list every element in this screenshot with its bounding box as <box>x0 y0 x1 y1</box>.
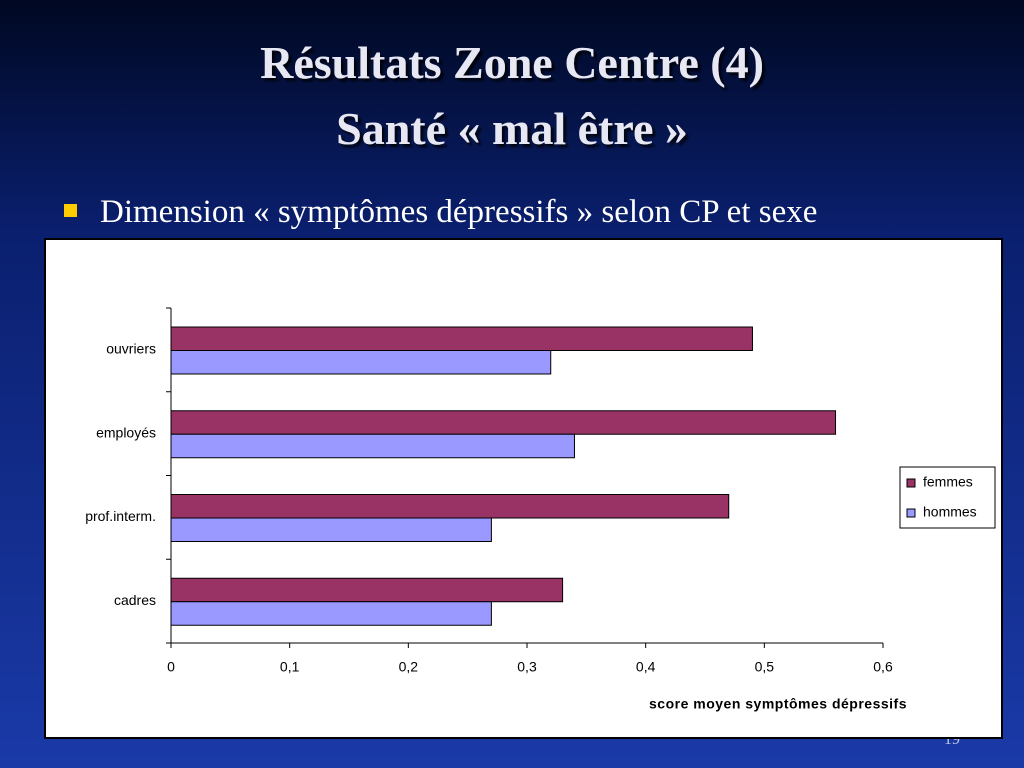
legend-box <box>899 466 996 529</box>
x-tick-label: 0,3 <box>517 659 537 675</box>
bullet-text: Dimension « symptômes dépressifs » selon… <box>100 194 817 230</box>
chart: 0 0,1 0,2 0,3 0,4 0,5 0,6 score moyen symptômes… <box>85 307 996 712</box>
bar <box>170 517 492 542</box>
y-tick-label: prof.interm. <box>85 508 156 524</box>
slide-title: Résultats Zone Centre (4) <box>260 37 764 88</box>
x-tick-label: 0,2 <box>399 659 419 675</box>
y-tick-label: employés <box>96 424 156 440</box>
bullet-marker <box>64 204 77 217</box>
bar <box>170 494 730 519</box>
x-tick-label: 0,6 <box>873 659 893 675</box>
chart-box <box>44 238 1003 739</box>
bar <box>170 601 492 626</box>
slide-subtitle: Santé « mal être » <box>336 103 688 154</box>
legend-label: hommes <box>923 504 977 520</box>
bar <box>170 350 552 375</box>
legend-swatch <box>906 478 916 488</box>
x-tick-label: 0,5 <box>755 659 775 675</box>
x-tick-label: 0,4 <box>636 659 656 675</box>
legend-label: femmes <box>923 474 973 490</box>
bar <box>170 326 753 351</box>
bar <box>170 410 837 435</box>
bar <box>170 433 575 459</box>
y-tick-label: cadres <box>114 592 156 608</box>
x-tick-label: 0 <box>167 659 175 675</box>
x-tick-label: 0,1 <box>280 659 300 675</box>
legend-swatch <box>906 508 916 518</box>
bar <box>170 577 564 603</box>
x-axis-title: score moyen symptômes dépressifs <box>649 696 907 712</box>
y-tick-label: ouvriers <box>106 341 156 357</box>
